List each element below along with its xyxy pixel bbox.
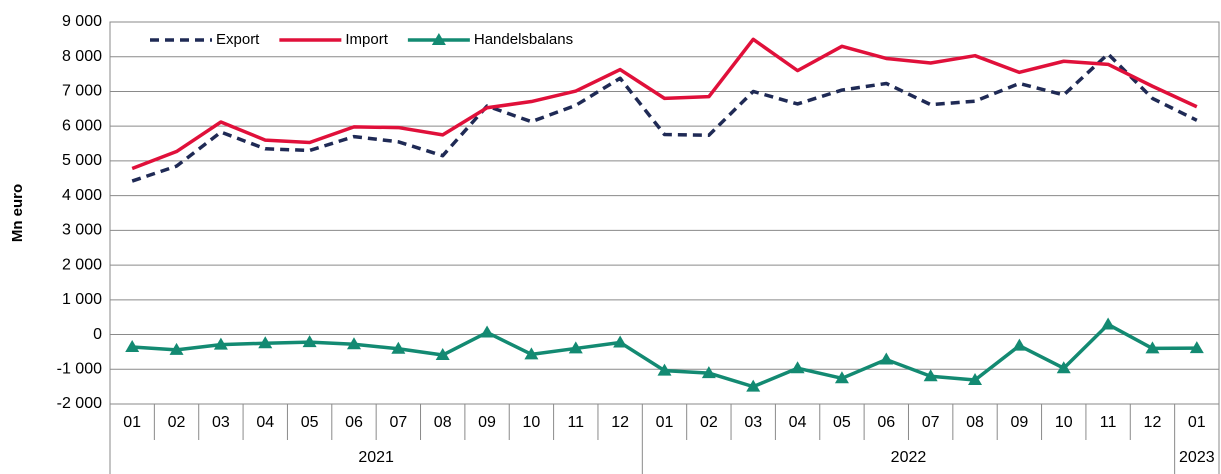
x-tick-label: 07 — [389, 414, 407, 431]
x-group-label: 2021 — [358, 449, 394, 466]
x-group-label: 2022 — [891, 449, 927, 466]
y-tick-label: 7 000 — [62, 83, 102, 100]
legend-label: Import — [345, 31, 388, 48]
x-tick-label: 12 — [611, 414, 629, 431]
y-tick-label: 9 000 — [62, 13, 102, 30]
x-tick-label: 05 — [833, 414, 851, 431]
x-tick-label: 01 — [1188, 414, 1206, 431]
x-tick-label: 02 — [700, 414, 718, 431]
y-tick-label: 2 000 — [62, 256, 102, 273]
series-line — [131, 52, 1198, 183]
x-tick-label: 03 — [212, 414, 230, 431]
y-tick-label: 6 000 — [62, 117, 102, 134]
marker — [480, 325, 495, 338]
x-tick-label: 11 — [567, 414, 584, 431]
x-group-label: 2023 — [1179, 449, 1215, 466]
marker — [879, 352, 894, 365]
series-line — [131, 37, 1198, 171]
x-tick-label: 01 — [123, 414, 141, 431]
series-line — [132, 322, 1197, 389]
x-tick-label: 03 — [744, 414, 762, 431]
marker — [524, 347, 539, 360]
x-tick-label: 08 — [966, 414, 984, 431]
y-tick-label: -1 000 — [57, 360, 102, 377]
legend-label: Export — [216, 31, 260, 48]
legend-marker — [431, 33, 446, 45]
x-tick-label: 10 — [523, 414, 541, 431]
y-tick-label: 5 000 — [62, 152, 102, 169]
legend-label: Handelsbalans — [474, 31, 573, 48]
marker — [391, 341, 406, 354]
marker — [258, 336, 273, 349]
marker — [923, 369, 938, 382]
marker — [302, 335, 317, 348]
x-tick-label: 07 — [922, 414, 940, 431]
y-axis-label: Mn euro — [9, 184, 26, 242]
x-tick-label: 12 — [1144, 414, 1162, 431]
plot-frame — [109, 21, 1220, 405]
x-tick-label: 02 — [168, 414, 186, 431]
marker — [968, 373, 983, 386]
x-tick-label: 11 — [1100, 414, 1117, 431]
marker — [613, 335, 628, 348]
marker — [1056, 361, 1071, 374]
marker — [568, 341, 583, 354]
marker — [834, 371, 849, 384]
x-tick-label: 01 — [656, 414, 674, 431]
x-tick-label: 08 — [434, 414, 452, 431]
marker — [1101, 317, 1116, 330]
marker — [1189, 341, 1204, 354]
marker — [213, 337, 228, 350]
marker — [1012, 338, 1027, 351]
y-tick-label: -2 000 — [57, 395, 102, 412]
marker — [169, 342, 184, 355]
marker — [1145, 341, 1160, 354]
marker — [701, 366, 716, 379]
marker — [790, 361, 805, 374]
marker — [435, 348, 450, 361]
x-tick-label: 06 — [877, 414, 895, 431]
y-tick-label: 8 000 — [62, 48, 102, 65]
x-tick-label: 04 — [789, 414, 807, 431]
x-tick-label: 06 — [345, 414, 363, 431]
y-tick-label: 4 000 — [62, 187, 102, 204]
y-tick-label: 1 000 — [62, 291, 102, 308]
marker — [125, 340, 140, 353]
y-tick-label: 3 000 — [62, 222, 102, 239]
x-tick-label: 09 — [478, 414, 496, 431]
y-tick-label: 0 — [93, 326, 102, 343]
x-tick-label: 10 — [1055, 414, 1073, 431]
marker — [746, 379, 761, 392]
x-tick-label: 05 — [301, 414, 319, 431]
x-tick-label: 04 — [256, 414, 274, 431]
x-tick-label: 09 — [1010, 414, 1028, 431]
marker — [657, 363, 672, 376]
marker — [346, 337, 361, 350]
